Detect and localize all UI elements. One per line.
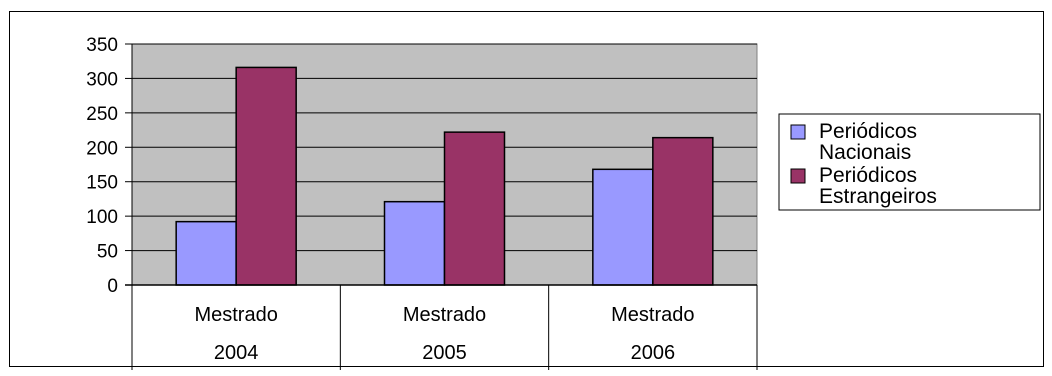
legend-swatch (790, 168, 806, 184)
legend-label: Periódicos (819, 120, 917, 143)
category-label-line2: 2004 (214, 342, 259, 364)
y-tick-label: 300 (86, 69, 118, 90)
y-axis: 0 50 100 150 200 250 300 350 (86, 35, 133, 297)
legend-label: Nacionais (819, 141, 911, 164)
bar (443, 131, 506, 286)
bar (592, 168, 654, 286)
bar (383, 200, 446, 286)
legend-swatch (790, 124, 806, 140)
legend-label: Periódicos (819, 164, 917, 187)
y-tick-label: 100 (86, 207, 118, 228)
y-tick-label: 50 (97, 242, 118, 263)
legend: PeriódicosNacionaisPeriódicosEstrangeiro… (778, 113, 1041, 211)
legend-box (778, 113, 1041, 211)
y-tick-label: 150 (86, 173, 118, 194)
bar (235, 66, 297, 286)
category-label-line1: Mestrado (194, 304, 277, 326)
y-tick-label: 350 (86, 35, 118, 56)
y-tick-label: 250 (86, 104, 118, 125)
bar (175, 220, 237, 286)
legend-label: Estrangeiros (819, 185, 937, 208)
bars (175, 66, 714, 286)
bar (652, 136, 714, 286)
category-label-line1: Mestrado (403, 304, 486, 326)
y-tick-label: 200 (86, 138, 118, 159)
x-axis: Mestrado 2004 Mestrado 2005 Mestrado 2006 (125, 284, 758, 370)
category-label-line1: Mestrado (611, 304, 694, 326)
category-label-line2: 2006 (631, 342, 676, 364)
y-tick-label: 0 (107, 276, 118, 297)
category-label-line2: 2005 (422, 342, 467, 364)
